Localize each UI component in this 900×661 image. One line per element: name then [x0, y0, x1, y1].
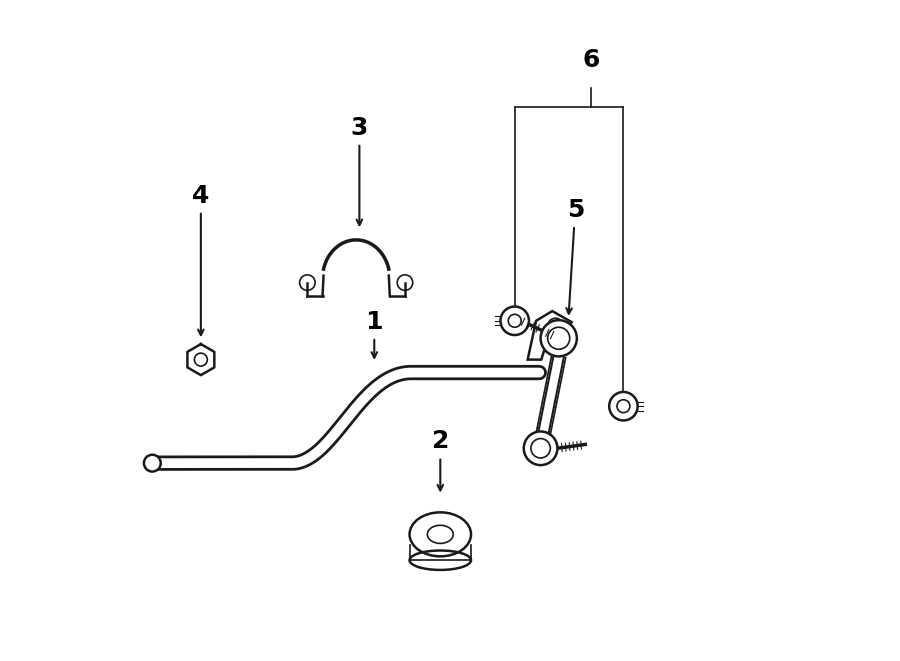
Circle shape — [500, 307, 529, 335]
Text: 3: 3 — [351, 116, 368, 139]
Circle shape — [524, 432, 557, 465]
Text: 2: 2 — [432, 430, 449, 453]
Circle shape — [144, 455, 161, 471]
Text: 1: 1 — [365, 310, 383, 334]
Ellipse shape — [410, 512, 471, 557]
Circle shape — [609, 392, 638, 420]
Circle shape — [541, 320, 577, 356]
Text: 5: 5 — [568, 198, 585, 222]
Polygon shape — [187, 344, 214, 375]
Ellipse shape — [410, 551, 471, 570]
Text: 6: 6 — [582, 48, 599, 71]
Polygon shape — [527, 311, 572, 360]
Text: 4: 4 — [193, 184, 210, 208]
